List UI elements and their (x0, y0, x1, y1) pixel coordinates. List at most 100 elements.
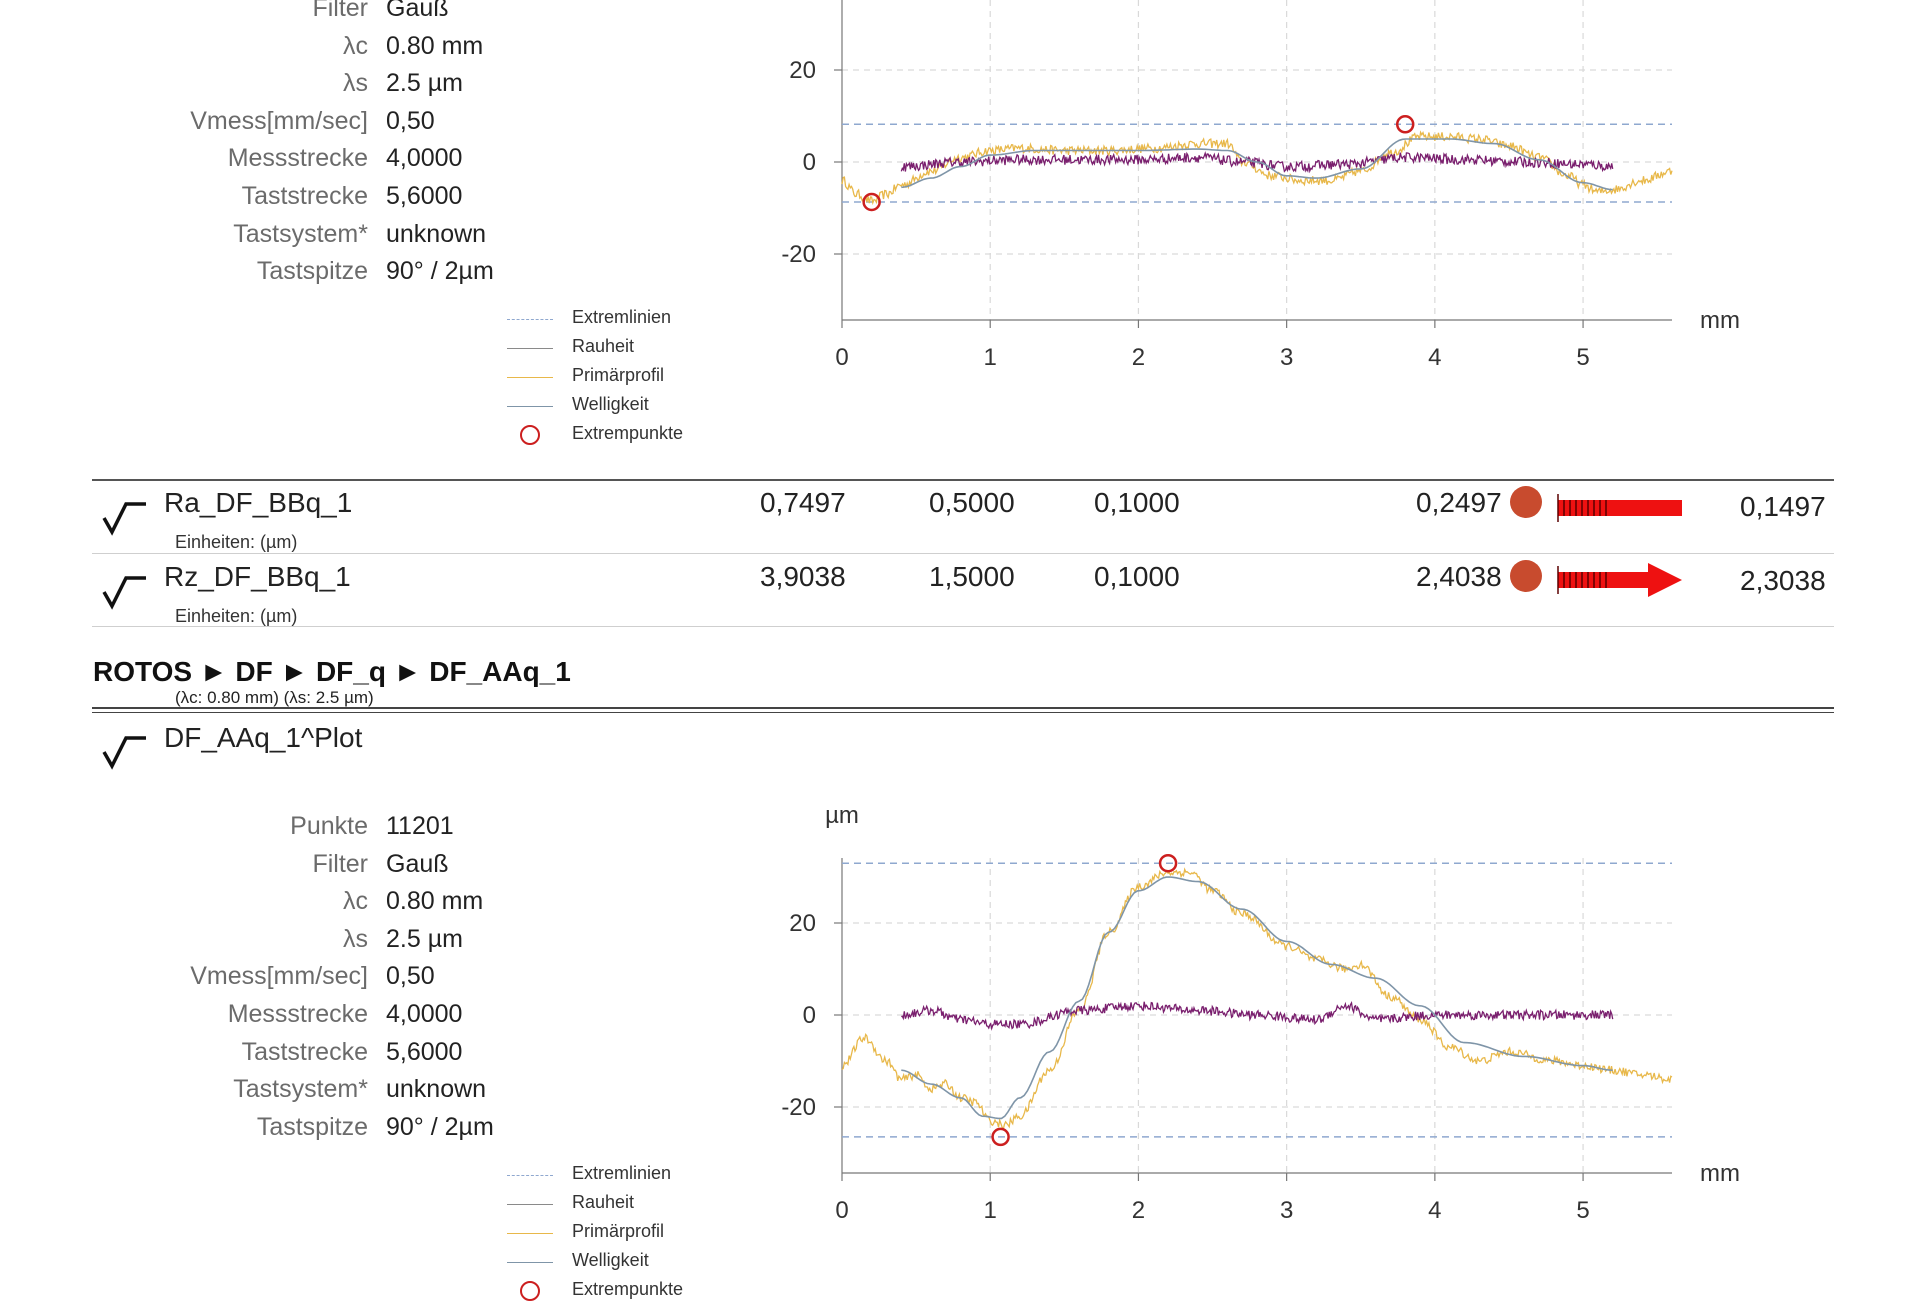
meta-label: Punkte (290, 812, 368, 840)
y-tick-label: -20 (781, 241, 816, 268)
legend-label: Extrempunkte (572, 423, 684, 443)
meta-label: Filter (312, 849, 368, 878)
deviation-value: 2,4038 (1416, 561, 1502, 592)
x-tick-label: 4 (1428, 344, 1441, 371)
x-axis-label: mm (1700, 1160, 1740, 1187)
exceed-value: 2,3038 (1740, 565, 1826, 596)
x-tick-label: 5 (1576, 344, 1589, 371)
x-tick-label: 4 (1428, 1197, 1441, 1224)
meta-value: 5,6000 (386, 1037, 463, 1066)
meta-value: 2.5 µm (386, 924, 463, 953)
result-unit: Einheiten: (µm) (175, 532, 298, 552)
legend-label: Extremlinien (572, 307, 672, 327)
meta-label: Messstrecke (227, 144, 368, 173)
deviation-arrow-icon (1557, 563, 1682, 597)
chart-top: 0 1 2 3 4 5 -20 0 20 mm (781, 0, 1740, 371)
meta-value: unknown (386, 1075, 487, 1104)
result-name: Ra_DF_BBq_1 (164, 487, 353, 518)
x-tick-label: 1 (984, 344, 997, 371)
series-line (901, 1001, 1614, 1031)
status-dot (1510, 560, 1542, 592)
meta-label: λc (343, 31, 368, 60)
legend-label: Extrempunkte (572, 1279, 684, 1299)
legend-label: Rauheit (572, 336, 635, 356)
meta-value: 2.5 µm (386, 69, 463, 98)
circle-icon (520, 425, 540, 445)
divider (92, 553, 1834, 554)
x-tick-label: 3 (1280, 344, 1293, 371)
meta-label: Tastsystem* (233, 1075, 368, 1104)
x-tick-label: 2 (1132, 344, 1145, 371)
x-tick-label: 1 (984, 1197, 997, 1224)
breadcrumb-item[interactable]: DF_AAq_1 (429, 656, 571, 687)
breadcrumb-separator: ► (199, 656, 228, 687)
line-icon (507, 1233, 553, 1234)
meta-value: 5,6000 (386, 182, 463, 210)
divider (92, 626, 1834, 627)
meta-label: Vmess[mm/sec] (190, 962, 368, 991)
breadcrumb-item[interactable]: ROTOS (93, 656, 193, 687)
meta-label: Taststrecke (241, 1037, 368, 1066)
divider (92, 707, 1834, 709)
x-tick-label: 2 (1132, 1197, 1145, 1224)
divider (92, 712, 1834, 713)
meta-label: λc (343, 887, 368, 916)
profile-check-icon (102, 736, 146, 770)
meta-value: 11201 (386, 812, 454, 840)
meta-value: 90° / 2µm (386, 1112, 494, 1141)
exceed-value: 0,1497 (1740, 491, 1826, 522)
deviation-bar-icon (1557, 494, 1682, 522)
meta-value: 0.80 mm (386, 887, 484, 916)
x-axis-label: mm (1700, 307, 1740, 334)
legend-label: Primärprofil (572, 1221, 665, 1241)
y-tick-label: 20 (789, 910, 816, 937)
meta-label: λs (343, 924, 368, 953)
y-tick-label: 0 (803, 149, 816, 176)
y-tick-label: 20 (789, 57, 816, 84)
meta-value: 0,50 (386, 962, 435, 991)
meta-label: Tastspitze (256, 1112, 368, 1141)
result-name: Rz_DF_BBq_1 (164, 561, 351, 592)
nominal-value: 1,5000 (929, 561, 1015, 592)
y-axis-label: µm (825, 802, 859, 829)
breadcrumb: ROTOS ► DF ► DF_q ► DF_AAq_1 (93, 656, 571, 688)
series-line (901, 138, 1613, 191)
y-tick-label: 0 (803, 1002, 816, 1029)
breadcrumb-item[interactable]: DF (235, 656, 273, 687)
x-tick-label: 0 (835, 1197, 848, 1224)
legend-label: Extremlinien (572, 1163, 672, 1183)
meta-value: 4,0000 (386, 1000, 463, 1028)
x-tick-label: 5 (1576, 1197, 1589, 1224)
extreme-point (1395, 115, 1415, 134)
measured-value: 3,9038 (760, 561, 846, 592)
series-line (901, 876, 1613, 1120)
meta-label: Tastsystem* (233, 219, 368, 248)
meta-value: Gauß (386, 849, 449, 878)
x-tick-label: 3 (1280, 1197, 1293, 1224)
result-unit: Einheiten: (µm) (175, 606, 298, 626)
legend-label: Rauheit (572, 1192, 635, 1212)
profile-check-icon (102, 502, 146, 536)
line-icon (507, 1262, 553, 1263)
plot-title: DF_AAq_1^Plot (164, 722, 363, 753)
meta-value: Gauß (386, 0, 449, 22)
meta-label: Filter (312, 0, 368, 22)
measured-value: 0,7497 (760, 487, 846, 518)
meta-value: 0.80 mm (386, 31, 484, 60)
status-dot (1510, 486, 1542, 518)
meta-value: 4,0000 (386, 144, 463, 173)
breadcrumb-item[interactable]: DF_q (315, 656, 386, 687)
meta-value: unknown (386, 219, 487, 248)
meta-label: Tastspitze (256, 257, 368, 286)
profile-check-icon (102, 576, 146, 610)
series-line (841, 867, 1673, 1131)
meta-label: Messstrecke (227, 1000, 368, 1028)
line-icon (507, 377, 553, 378)
legend-label: Welligkeit (572, 1250, 649, 1270)
divider (92, 479, 1834, 481)
line-icon (507, 406, 553, 407)
nominal-value: 0,5000 (929, 487, 1015, 518)
meta-label: Taststrecke (241, 182, 368, 210)
deviation-value: 0,2497 (1416, 487, 1502, 518)
